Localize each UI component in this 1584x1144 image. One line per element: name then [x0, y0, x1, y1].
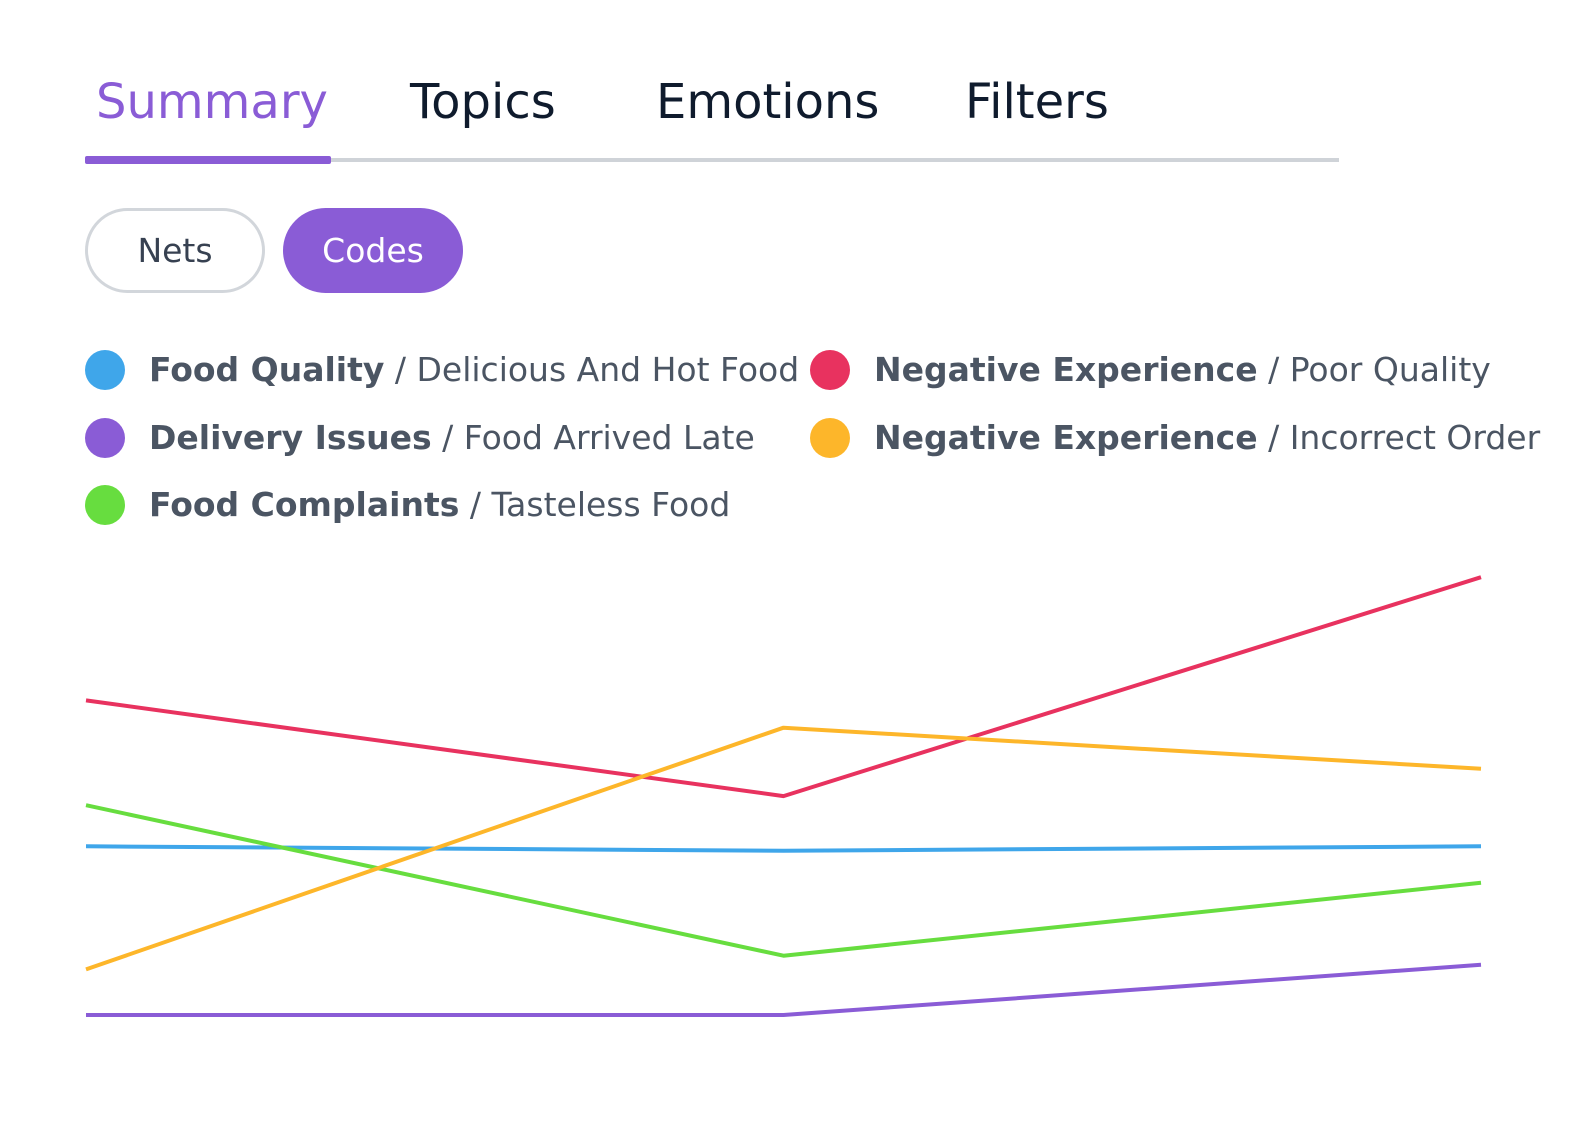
legend-label: Food Quality / Delicious And Hot Food	[149, 348, 799, 392]
legend-label: Negative Experience / Poor Quality	[874, 348, 1491, 392]
legend-color-dot	[85, 418, 125, 458]
legend-separator: /	[431, 418, 464, 457]
active-tab-indicator	[85, 156, 331, 164]
legend-color-dot	[810, 418, 850, 458]
legend-separator: /	[384, 350, 417, 389]
legend-category: Food Complaints	[149, 485, 460, 524]
codes-toggle-button[interactable]: Codes	[283, 208, 463, 293]
series-line-2	[86, 962, 1482, 1017]
legend-label: Food Complaints / Tasteless Food	[149, 483, 730, 527]
legend-category: Food Quality	[149, 350, 385, 389]
legend-separator: /	[1257, 418, 1290, 457]
legend-code: Poor Quality	[1289, 350, 1491, 389]
legend-color-dot	[810, 350, 850, 390]
legend-category: Negative Experience	[874, 350, 1258, 389]
legend-label: Delivery Issues / Food Arrived Late	[149, 416, 755, 460]
series-line-3	[85, 803, 1482, 958]
legend-color-dot	[85, 350, 125, 390]
series-line-4	[85, 575, 1482, 799]
legend-label: Negative Experience / Incorrect Order	[874, 416, 1540, 460]
legend-code: Food Arrived Late	[463, 418, 755, 457]
legend-code: Tasteless Food	[491, 485, 731, 524]
nets-toggle-button[interactable]: Nets	[85, 208, 265, 293]
tab-topics[interactable]: Topics	[410, 74, 556, 130]
tab-bar-track	[85, 158, 1339, 162]
legend-category: Delivery Issues	[149, 418, 432, 457]
tab-bar: Summary Topics Emotions Filters	[85, 70, 1339, 164]
legend-separator: /	[459, 485, 492, 524]
tab-summary[interactable]: Summary	[96, 74, 328, 130]
legend-color-dot	[85, 485, 125, 525]
legend-code: Delicious And Hot Food	[416, 350, 800, 389]
series-line-1	[85, 844, 1482, 853]
tab-emotions[interactable]: Emotions	[656, 74, 880, 130]
legend-category: Negative Experience	[874, 418, 1258, 457]
legend-code: Incorrect Order	[1289, 418, 1541, 457]
series-line-5	[85, 725, 1482, 972]
legend-separator: /	[1257, 350, 1290, 389]
tab-filters[interactable]: Filters	[965, 74, 1109, 130]
